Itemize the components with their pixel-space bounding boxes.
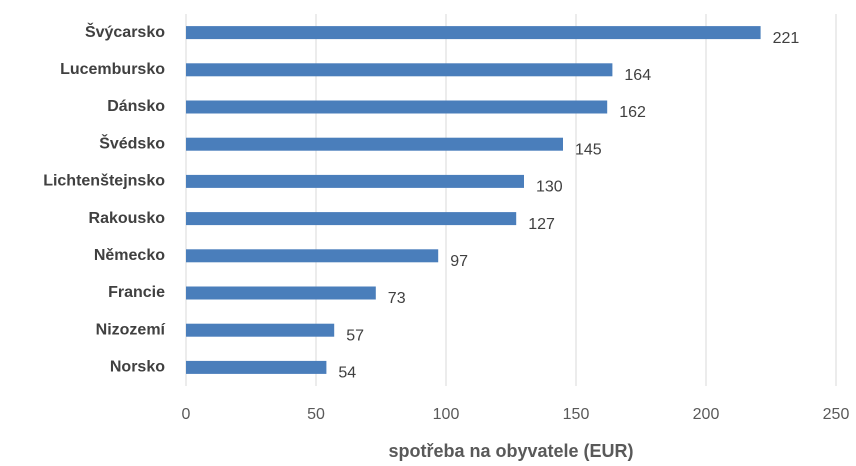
bar <box>186 137 563 151</box>
x-tick-label: 250 <box>823 406 850 423</box>
bar <box>186 26 761 40</box>
data-label: 130 <box>536 179 563 196</box>
y-tick-label: Švédsko <box>99 133 165 152</box>
data-label: 57 <box>346 327 364 344</box>
bar <box>186 286 376 300</box>
y-tick-label: Švýcarsko <box>85 22 165 41</box>
y-tick-label: Nizozemí <box>96 321 166 338</box>
data-label: 127 <box>528 216 555 233</box>
y-tick-label: Rakousko <box>89 210 166 227</box>
x-tick-label: 0 <box>182 406 191 423</box>
y-tick-label: Lichtenštejnsko <box>43 173 165 190</box>
bar <box>186 249 439 263</box>
x-tick-label: 150 <box>563 406 590 423</box>
x-axis-title: spotřeba na obyvatele (EUR) <box>388 441 633 461</box>
data-label: 73 <box>388 290 406 307</box>
bar <box>186 323 335 337</box>
data-label: 145 <box>575 141 602 158</box>
data-label: 97 <box>450 253 468 270</box>
x-tick-label: 50 <box>307 406 325 423</box>
bar <box>186 100 608 114</box>
bar <box>186 212 517 226</box>
x-tick-label: 100 <box>433 406 460 423</box>
y-tick-label: Norsko <box>110 359 165 376</box>
data-label: 221 <box>773 30 800 47</box>
y-tick-label: Německo <box>94 247 165 264</box>
bar <box>186 174 524 188</box>
data-label: 54 <box>338 365 356 382</box>
data-label: 162 <box>619 104 646 121</box>
data-label: 164 <box>624 67 651 84</box>
bar <box>186 360 327 374</box>
y-tick-label: Lucembursko <box>60 61 165 78</box>
y-tick-label: Dánsko <box>107 98 165 115</box>
y-tick-label: Francie <box>108 284 165 301</box>
bar <box>186 63 613 77</box>
x-tick-label: 200 <box>693 406 720 423</box>
